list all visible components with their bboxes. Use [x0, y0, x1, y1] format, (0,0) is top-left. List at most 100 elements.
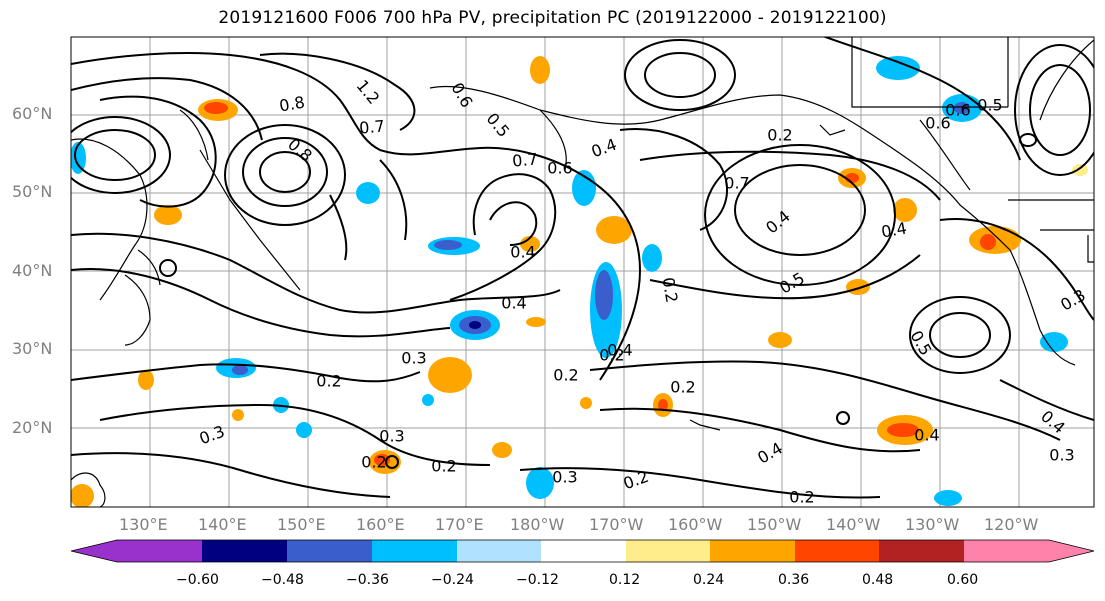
colorbar-bin [117, 540, 202, 562]
colorbar-bin [879, 540, 964, 562]
precip-blob [887, 423, 919, 437]
colorbar-tick: 0.48 [862, 572, 894, 588]
plot-frame [70, 36, 1095, 508]
precip-blob [154, 205, 182, 225]
lon-label: 120°W [984, 515, 1039, 534]
colorbar-bin [372, 540, 457, 562]
contour-value-label: 0.2 [431, 456, 457, 476]
colorbar [70, 539, 1095, 563]
lon-label: 170°E [435, 515, 484, 534]
colorbar-bin [964, 540, 1049, 562]
contour-value-label: 0.4 [510, 242, 536, 262]
precip-blob [768, 332, 792, 348]
colorbar-bin [287, 540, 372, 562]
lon-label: 160°E [356, 515, 405, 534]
lon-label: 130°W [905, 515, 960, 534]
contour-value-label: 0.7 [724, 173, 750, 193]
precip-blob [658, 399, 668, 411]
precip-blob [232, 365, 248, 375]
contour-value-label: 0.3 [401, 348, 427, 368]
contour-value-label: 0.4 [914, 425, 940, 445]
contour-value-label: 0.6 [547, 158, 573, 178]
lon-label: 170°W [589, 515, 644, 534]
lon-label: 160°W [668, 515, 723, 534]
precip-blob [71, 484, 94, 507]
precip-blob [526, 467, 554, 499]
colorbar-tick: −0.12 [516, 572, 559, 588]
colorbar-tick: −0.24 [431, 572, 474, 588]
colorbar-bin [541, 540, 626, 562]
colorbar-outline [70, 539, 1095, 563]
contour-value-label: 0.7 [358, 116, 386, 138]
precip-blob [1072, 164, 1088, 176]
precip-blob [232, 409, 244, 421]
precip-blob [530, 56, 550, 84]
precip-blob [846, 279, 870, 295]
colorbar-max-extend [1049, 540, 1094, 562]
lon-label: 150°E [277, 515, 326, 534]
lon-label: 140°E [198, 515, 247, 534]
colorbar-tick: 0.12 [609, 572, 641, 588]
precip-blob [428, 357, 472, 393]
precip-blob [980, 234, 996, 250]
precip-blob [422, 394, 434, 406]
precip-blob [934, 490, 962, 506]
contour-value-label: 0.2 [767, 125, 793, 145]
contour-value-label: 0.3 [379, 426, 405, 446]
contour-value-label: 0.2 [316, 371, 342, 391]
colorbar-bin [457, 540, 541, 562]
lon-label: 140°W [826, 515, 881, 534]
contour-value-label: 0.3 [552, 467, 578, 487]
precip-blob [642, 244, 662, 272]
lon-label: 150°W [747, 515, 802, 534]
precip-blob [492, 442, 512, 458]
precip-blob [876, 56, 920, 80]
lat-label: 40°N [12, 261, 53, 280]
colorbar-tick: −0.36 [346, 572, 389, 588]
precip-blob [526, 317, 546, 327]
map-title: 2019121600 F006 700 hPa PV, precipitatio… [218, 8, 887, 28]
contour-value-label: 0.6 [945, 100, 971, 120]
precip-blob [1040, 332, 1068, 352]
precip-blob [893, 198, 917, 222]
contour-value-label: 0.6 [925, 113, 951, 133]
colorbar-bin [710, 540, 795, 562]
contour-value-label: 0.7 [511, 149, 539, 171]
contour-value-label: 0.4 [501, 293, 527, 313]
precip-blob [596, 216, 632, 244]
precip-blob [204, 102, 228, 114]
contour-value-label: 0.3 [1049, 445, 1075, 465]
precip-blob [954, 102, 970, 114]
colorbar-tick: −0.60 [176, 572, 219, 588]
lat-label: 30°N [12, 339, 53, 358]
contour-value-label: 0.5 [977, 95, 1003, 115]
lon-label: 180°W [510, 515, 565, 534]
contour-value-label: 0.2 [670, 377, 696, 397]
precip-blob [520, 236, 540, 252]
precip-blob [138, 370, 154, 390]
contour-value-label: 0.2 [599, 345, 625, 365]
colorbar-tick: 0.24 [693, 572, 725, 588]
colorbar-bin [795, 540, 879, 562]
contour-value-label: 0.2 [553, 365, 579, 385]
coastlines [71, 37, 1094, 507]
lat-label: 50°N [12, 182, 53, 201]
lat-label: 60°N [12, 104, 53, 123]
precip-blob [469, 321, 481, 329]
lon-label: 130°E [119, 515, 168, 534]
contour-value-label: 0.4 [607, 340, 633, 360]
contour-value-label: 0.2 [789, 487, 815, 507]
colorbar-min-extend [71, 540, 117, 562]
colorbar-tick: 0.60 [947, 572, 979, 588]
precip-blob [580, 397, 592, 409]
contour-value-label: 0.2 [361, 452, 387, 472]
precip-blob [296, 422, 312, 438]
lat-label: 20°N [12, 418, 53, 437]
pv-contours [71, 37, 1094, 499]
precip-blob [434, 240, 462, 250]
colorbar-tick: −0.48 [261, 572, 304, 588]
precip-blob [595, 270, 613, 320]
colorbar-bin [202, 540, 287, 562]
colorbar-tick: 0.36 [778, 572, 810, 588]
